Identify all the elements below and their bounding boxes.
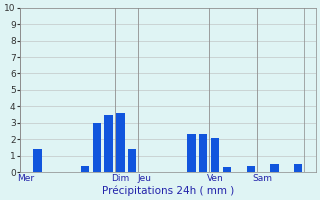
Bar xyxy=(188,134,196,172)
Bar xyxy=(223,167,231,172)
Bar xyxy=(294,164,302,172)
Bar xyxy=(128,149,136,172)
Bar xyxy=(199,134,207,172)
Bar xyxy=(105,115,113,172)
Bar xyxy=(34,149,42,172)
Bar xyxy=(247,166,255,172)
Bar xyxy=(270,164,278,172)
Bar xyxy=(211,138,219,172)
X-axis label: Précipitations 24h ( mm ): Précipitations 24h ( mm ) xyxy=(102,185,234,196)
Bar xyxy=(93,123,101,172)
Bar xyxy=(116,113,124,172)
Bar xyxy=(81,166,89,172)
